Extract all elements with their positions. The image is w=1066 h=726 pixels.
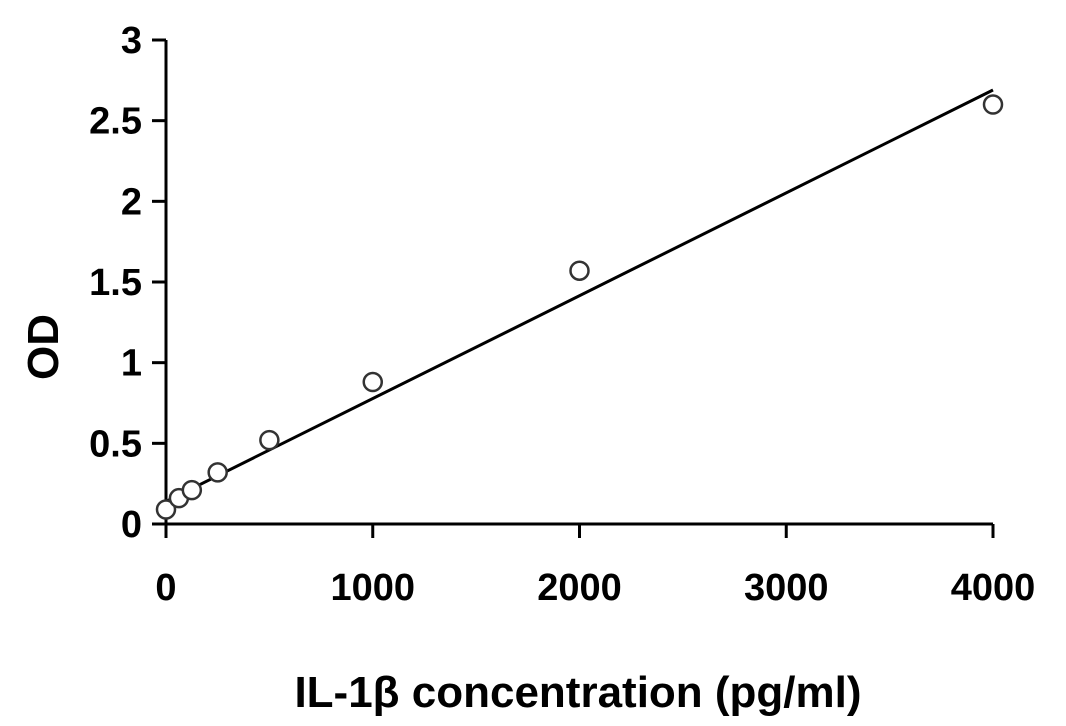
trendline <box>165 88 994 503</box>
y-tick-label: 2 <box>121 181 142 223</box>
data-point <box>569 260 590 281</box>
y-ticks: 0 0.5 1 1.5 2 2.5 3 <box>89 20 166 546</box>
trendline-group <box>165 88 994 503</box>
x-tick-label: 1000 <box>330 567 415 609</box>
x-ticks: 0 1000 2000 3000 4000 <box>155 524 1035 609</box>
data-point <box>207 462 228 483</box>
data-point <box>181 479 203 501</box>
y-tick-label: 3 <box>121 20 142 62</box>
x-tick-label: 2000 <box>537 567 622 609</box>
y-tick-label: 1.5 <box>89 262 142 304</box>
x-tick-label: 3000 <box>744 567 829 609</box>
y-tick-label: 0.5 <box>89 423 142 465</box>
y-tick-label: 2.5 <box>89 101 142 143</box>
x-tick-label: 4000 <box>951 567 1036 609</box>
y-tick-label: 0 <box>121 504 142 546</box>
x-tick-label: 0 <box>155 567 176 609</box>
x-axis-title: IL-1β concentration (pg/ml) <box>294 668 861 717</box>
data-point <box>362 371 383 393</box>
data-point <box>155 499 177 520</box>
data-point <box>982 94 1004 115</box>
data-points <box>155 94 1004 520</box>
y-axis-title: OD <box>19 314 68 380</box>
axes <box>164 40 993 526</box>
data-point <box>259 429 280 451</box>
y-tick-label: 1 <box>121 343 142 385</box>
